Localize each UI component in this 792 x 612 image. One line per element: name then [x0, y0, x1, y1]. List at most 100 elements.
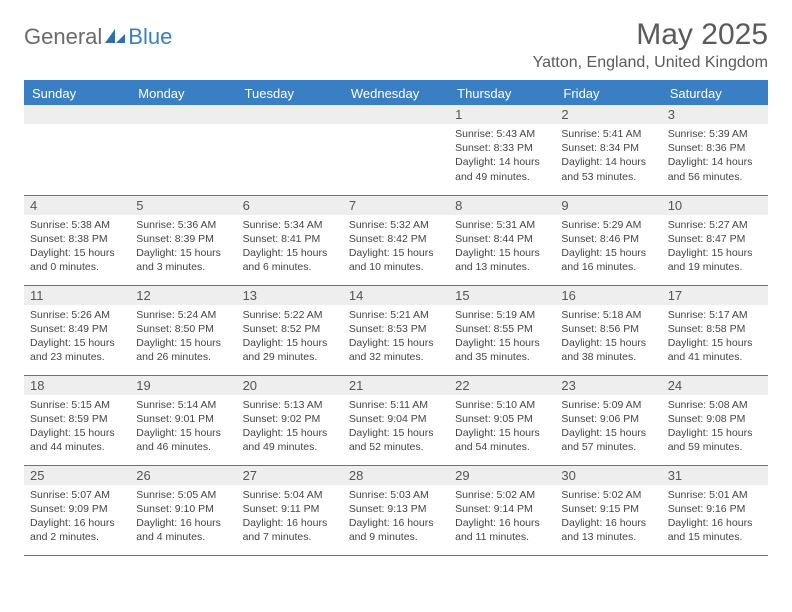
calendar-day-cell: 24Sunrise: 5:08 AMSunset: 9:08 PMDayligh…: [662, 375, 768, 465]
day-number-empty: [130, 105, 236, 124]
day-number: 20: [237, 376, 343, 395]
calendar-day-cell: 4Sunrise: 5:38 AMSunset: 8:38 PMDaylight…: [24, 195, 130, 285]
sail-icon: [104, 28, 126, 46]
weekday-header: Friday: [555, 81, 661, 105]
brand-logo: General Blue: [24, 24, 172, 50]
calendar-day-cell: [130, 105, 236, 195]
day-details: Sunrise: 5:19 AMSunset: 8:55 PMDaylight:…: [449, 305, 555, 370]
day-number: 16: [555, 286, 661, 305]
title-block: May 2025 Yatton, England, United Kingdom: [533, 18, 768, 72]
calendar-day-cell: 3Sunrise: 5:39 AMSunset: 8:36 PMDaylight…: [662, 105, 768, 195]
day-details: Sunrise: 5:31 AMSunset: 8:44 PMDaylight:…: [449, 215, 555, 280]
day-number: 2: [555, 105, 661, 124]
calendar-day-cell: 14Sunrise: 5:21 AMSunset: 8:53 PMDayligh…: [343, 285, 449, 375]
calendar-day-cell: 1Sunrise: 5:43 AMSunset: 8:33 PMDaylight…: [449, 105, 555, 195]
day-number-empty: [343, 105, 449, 124]
day-details: Sunrise: 5:34 AMSunset: 8:41 PMDaylight:…: [237, 215, 343, 280]
day-details: Sunrise: 5:24 AMSunset: 8:50 PMDaylight:…: [130, 305, 236, 370]
calendar-day-cell: 13Sunrise: 5:22 AMSunset: 8:52 PMDayligh…: [237, 285, 343, 375]
day-number: 7: [343, 196, 449, 215]
calendar-day-cell: 22Sunrise: 5:10 AMSunset: 9:05 PMDayligh…: [449, 375, 555, 465]
calendar-day-cell: 20Sunrise: 5:13 AMSunset: 9:02 PMDayligh…: [237, 375, 343, 465]
calendar-week-row: 11Sunrise: 5:26 AMSunset: 8:49 PMDayligh…: [24, 285, 768, 375]
day-details: Sunrise: 5:04 AMSunset: 9:11 PMDaylight:…: [237, 485, 343, 550]
calendar-day-cell: [24, 105, 130, 195]
day-number: 9: [555, 196, 661, 215]
calendar-day-cell: 17Sunrise: 5:17 AMSunset: 8:58 PMDayligh…: [662, 285, 768, 375]
day-details: Sunrise: 5:18 AMSunset: 8:56 PMDaylight:…: [555, 305, 661, 370]
calendar-table: SundayMondayTuesdayWednesdayThursdayFrid…: [24, 80, 768, 556]
calendar-day-cell: 25Sunrise: 5:07 AMSunset: 9:09 PMDayligh…: [24, 465, 130, 555]
day-details: Sunrise: 5:27 AMSunset: 8:47 PMDaylight:…: [662, 215, 768, 280]
brand-text-1: General: [24, 24, 102, 50]
day-details: Sunrise: 5:14 AMSunset: 9:01 PMDaylight:…: [130, 395, 236, 460]
calendar-day-cell: 8Sunrise: 5:31 AMSunset: 8:44 PMDaylight…: [449, 195, 555, 285]
day-details: Sunrise: 5:22 AMSunset: 8:52 PMDaylight:…: [237, 305, 343, 370]
calendar-week-row: 1Sunrise: 5:43 AMSunset: 8:33 PMDaylight…: [24, 105, 768, 195]
calendar-day-cell: 2Sunrise: 5:41 AMSunset: 8:34 PMDaylight…: [555, 105, 661, 195]
calendar-day-cell: 18Sunrise: 5:15 AMSunset: 8:59 PMDayligh…: [24, 375, 130, 465]
day-details: Sunrise: 5:39 AMSunset: 8:36 PMDaylight:…: [662, 124, 768, 189]
weekday-header: Sunday: [24, 81, 130, 105]
calendar-day-cell: 7Sunrise: 5:32 AMSunset: 8:42 PMDaylight…: [343, 195, 449, 285]
day-number: 27: [237, 466, 343, 485]
day-details: Sunrise: 5:21 AMSunset: 8:53 PMDaylight:…: [343, 305, 449, 370]
day-details: Sunrise: 5:07 AMSunset: 9:09 PMDaylight:…: [24, 485, 130, 550]
weekday-header: Tuesday: [237, 81, 343, 105]
weekday-header: Thursday: [449, 81, 555, 105]
day-details: Sunrise: 5:08 AMSunset: 9:08 PMDaylight:…: [662, 395, 768, 460]
day-number: 4: [24, 196, 130, 215]
calendar-day-cell: [237, 105, 343, 195]
weekday-header: Monday: [130, 81, 236, 105]
calendar-day-cell: 12Sunrise: 5:24 AMSunset: 8:50 PMDayligh…: [130, 285, 236, 375]
day-number: 19: [130, 376, 236, 395]
weekday-header: Wednesday: [343, 81, 449, 105]
day-details: Sunrise: 5:26 AMSunset: 8:49 PMDaylight:…: [24, 305, 130, 370]
calendar-day-cell: 6Sunrise: 5:34 AMSunset: 8:41 PMDaylight…: [237, 195, 343, 285]
calendar-day-cell: [343, 105, 449, 195]
day-details: Sunrise: 5:41 AMSunset: 8:34 PMDaylight:…: [555, 124, 661, 189]
calendar-day-cell: 11Sunrise: 5:26 AMSunset: 8:49 PMDayligh…: [24, 285, 130, 375]
calendar-day-cell: 31Sunrise: 5:01 AMSunset: 9:16 PMDayligh…: [662, 465, 768, 555]
day-number: 10: [662, 196, 768, 215]
day-number: 3: [662, 105, 768, 124]
calendar-day-cell: 30Sunrise: 5:02 AMSunset: 9:15 PMDayligh…: [555, 465, 661, 555]
day-details: Sunrise: 5:03 AMSunset: 9:13 PMDaylight:…: [343, 485, 449, 550]
day-number: 15: [449, 286, 555, 305]
month-title: May 2025: [533, 18, 768, 52]
calendar-body: 1Sunrise: 5:43 AMSunset: 8:33 PMDaylight…: [24, 105, 768, 555]
day-number: 14: [343, 286, 449, 305]
calendar-week-row: 18Sunrise: 5:15 AMSunset: 8:59 PMDayligh…: [24, 375, 768, 465]
day-number: 29: [449, 466, 555, 485]
day-details: Sunrise: 5:38 AMSunset: 8:38 PMDaylight:…: [24, 215, 130, 280]
calendar-week-row: 25Sunrise: 5:07 AMSunset: 9:09 PMDayligh…: [24, 465, 768, 555]
day-details: Sunrise: 5:09 AMSunset: 9:06 PMDaylight:…: [555, 395, 661, 460]
calendar-day-cell: 9Sunrise: 5:29 AMSunset: 8:46 PMDaylight…: [555, 195, 661, 285]
calendar-page: General Blue May 2025 Yatton, England, U…: [0, 0, 792, 574]
day-details: Sunrise: 5:13 AMSunset: 9:02 PMDaylight:…: [237, 395, 343, 460]
calendar-day-cell: 19Sunrise: 5:14 AMSunset: 9:01 PMDayligh…: [130, 375, 236, 465]
calendar-day-cell: 29Sunrise: 5:02 AMSunset: 9:14 PMDayligh…: [449, 465, 555, 555]
calendar-head: SundayMondayTuesdayWednesdayThursdayFrid…: [24, 81, 768, 105]
day-number: 21: [343, 376, 449, 395]
weekday-header: Saturday: [662, 81, 768, 105]
day-details: Sunrise: 5:02 AMSunset: 9:14 PMDaylight:…: [449, 485, 555, 550]
calendar-day-cell: 26Sunrise: 5:05 AMSunset: 9:10 PMDayligh…: [130, 465, 236, 555]
day-number: 6: [237, 196, 343, 215]
day-number: 12: [130, 286, 236, 305]
day-number: 28: [343, 466, 449, 485]
calendar-day-cell: 23Sunrise: 5:09 AMSunset: 9:06 PMDayligh…: [555, 375, 661, 465]
calendar-day-cell: 27Sunrise: 5:04 AMSunset: 9:11 PMDayligh…: [237, 465, 343, 555]
day-number: 30: [555, 466, 661, 485]
day-details: Sunrise: 5:32 AMSunset: 8:42 PMDaylight:…: [343, 215, 449, 280]
day-details: Sunrise: 5:05 AMSunset: 9:10 PMDaylight:…: [130, 485, 236, 550]
day-details: Sunrise: 5:36 AMSunset: 8:39 PMDaylight:…: [130, 215, 236, 280]
day-number: 24: [662, 376, 768, 395]
day-number: 11: [24, 286, 130, 305]
day-number: 22: [449, 376, 555, 395]
day-details: Sunrise: 5:10 AMSunset: 9:05 PMDaylight:…: [449, 395, 555, 460]
calendar-day-cell: 10Sunrise: 5:27 AMSunset: 8:47 PMDayligh…: [662, 195, 768, 285]
location-text: Yatton, England, United Kingdom: [533, 54, 768, 72]
day-details: Sunrise: 5:11 AMSunset: 9:04 PMDaylight:…: [343, 395, 449, 460]
day-number: 25: [24, 466, 130, 485]
